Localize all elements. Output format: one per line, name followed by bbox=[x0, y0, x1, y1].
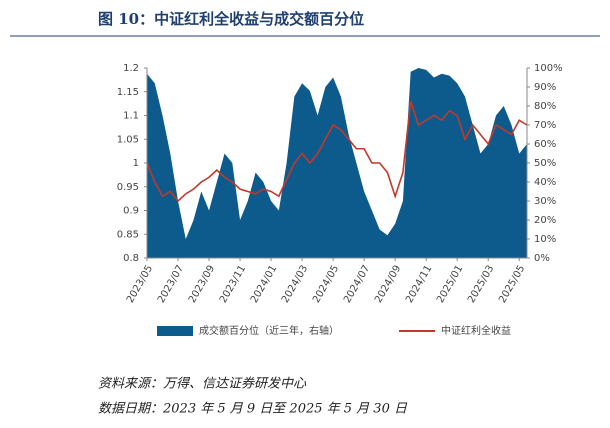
y-tick-label: 1.1 bbox=[123, 111, 139, 122]
y2-tick-label: 60% bbox=[534, 139, 556, 150]
legend-label: 中证红利全收益 bbox=[441, 324, 511, 337]
x-tick-label: 2024/05 bbox=[311, 264, 341, 305]
y-tick-label: 0.8 bbox=[123, 253, 139, 264]
x-tick-label: 2023/09 bbox=[187, 264, 217, 305]
y2-tick-label: 50% bbox=[534, 158, 556, 169]
y2-tick-label: 30% bbox=[534, 196, 556, 207]
y-tick-label: 1.15 bbox=[117, 87, 139, 98]
legend-label: 成交额百分位（近三年，右轴） bbox=[199, 324, 339, 337]
line bbox=[146, 101, 528, 203]
x-tick-label: 2024/01 bbox=[249, 264, 279, 305]
x-tick-label: 2025/05 bbox=[497, 264, 527, 305]
y-tick-label: 1.2 bbox=[123, 63, 139, 74]
y-tick-label: 1 bbox=[133, 158, 139, 169]
y-tick-label: 0.85 bbox=[117, 229, 139, 240]
y2-tick-label: 100% bbox=[534, 63, 563, 74]
legend-swatch bbox=[157, 326, 193, 336]
y2-tick-label: 90% bbox=[534, 82, 556, 93]
y2-tick-label: 10% bbox=[534, 234, 556, 245]
y-tick-label: 1.05 bbox=[117, 134, 139, 145]
x-tick-label: 2023/11 bbox=[218, 264, 248, 305]
source-note: 资料来源：万得、信达证券研发中心 bbox=[98, 377, 307, 392]
y-tick-label: 0.9 bbox=[123, 206, 139, 217]
x-tick-label: 2024/03 bbox=[280, 264, 310, 305]
x-tick-label: 2023/05 bbox=[125, 264, 155, 305]
area bbox=[147, 68, 527, 258]
y2-tick-label: 80% bbox=[534, 101, 556, 112]
date-note: 数据日期：2023 年 5 月 9 日至 2025 年 5 月 30 日 bbox=[98, 402, 408, 417]
x-tick-label: 2025/01 bbox=[435, 264, 465, 305]
x-tick-label: 2023/07 bbox=[156, 264, 186, 305]
y2-tick-label: 0% bbox=[534, 253, 550, 264]
x-tick-label: 2024/11 bbox=[404, 264, 434, 305]
y2-tick-label: 40% bbox=[534, 177, 556, 188]
x-tick-label: 2024/09 bbox=[373, 264, 403, 305]
x-tick-label: 2025/03 bbox=[466, 264, 496, 305]
chart-title: 图 10：中证红利全收益与成交额百分位 bbox=[98, 10, 364, 28]
x-tick-label: 2024/07 bbox=[342, 264, 372, 305]
y2-tick-label: 70% bbox=[534, 120, 556, 131]
y2-tick-label: 20% bbox=[534, 215, 556, 226]
y-tick-label: 0.95 bbox=[117, 182, 139, 193]
